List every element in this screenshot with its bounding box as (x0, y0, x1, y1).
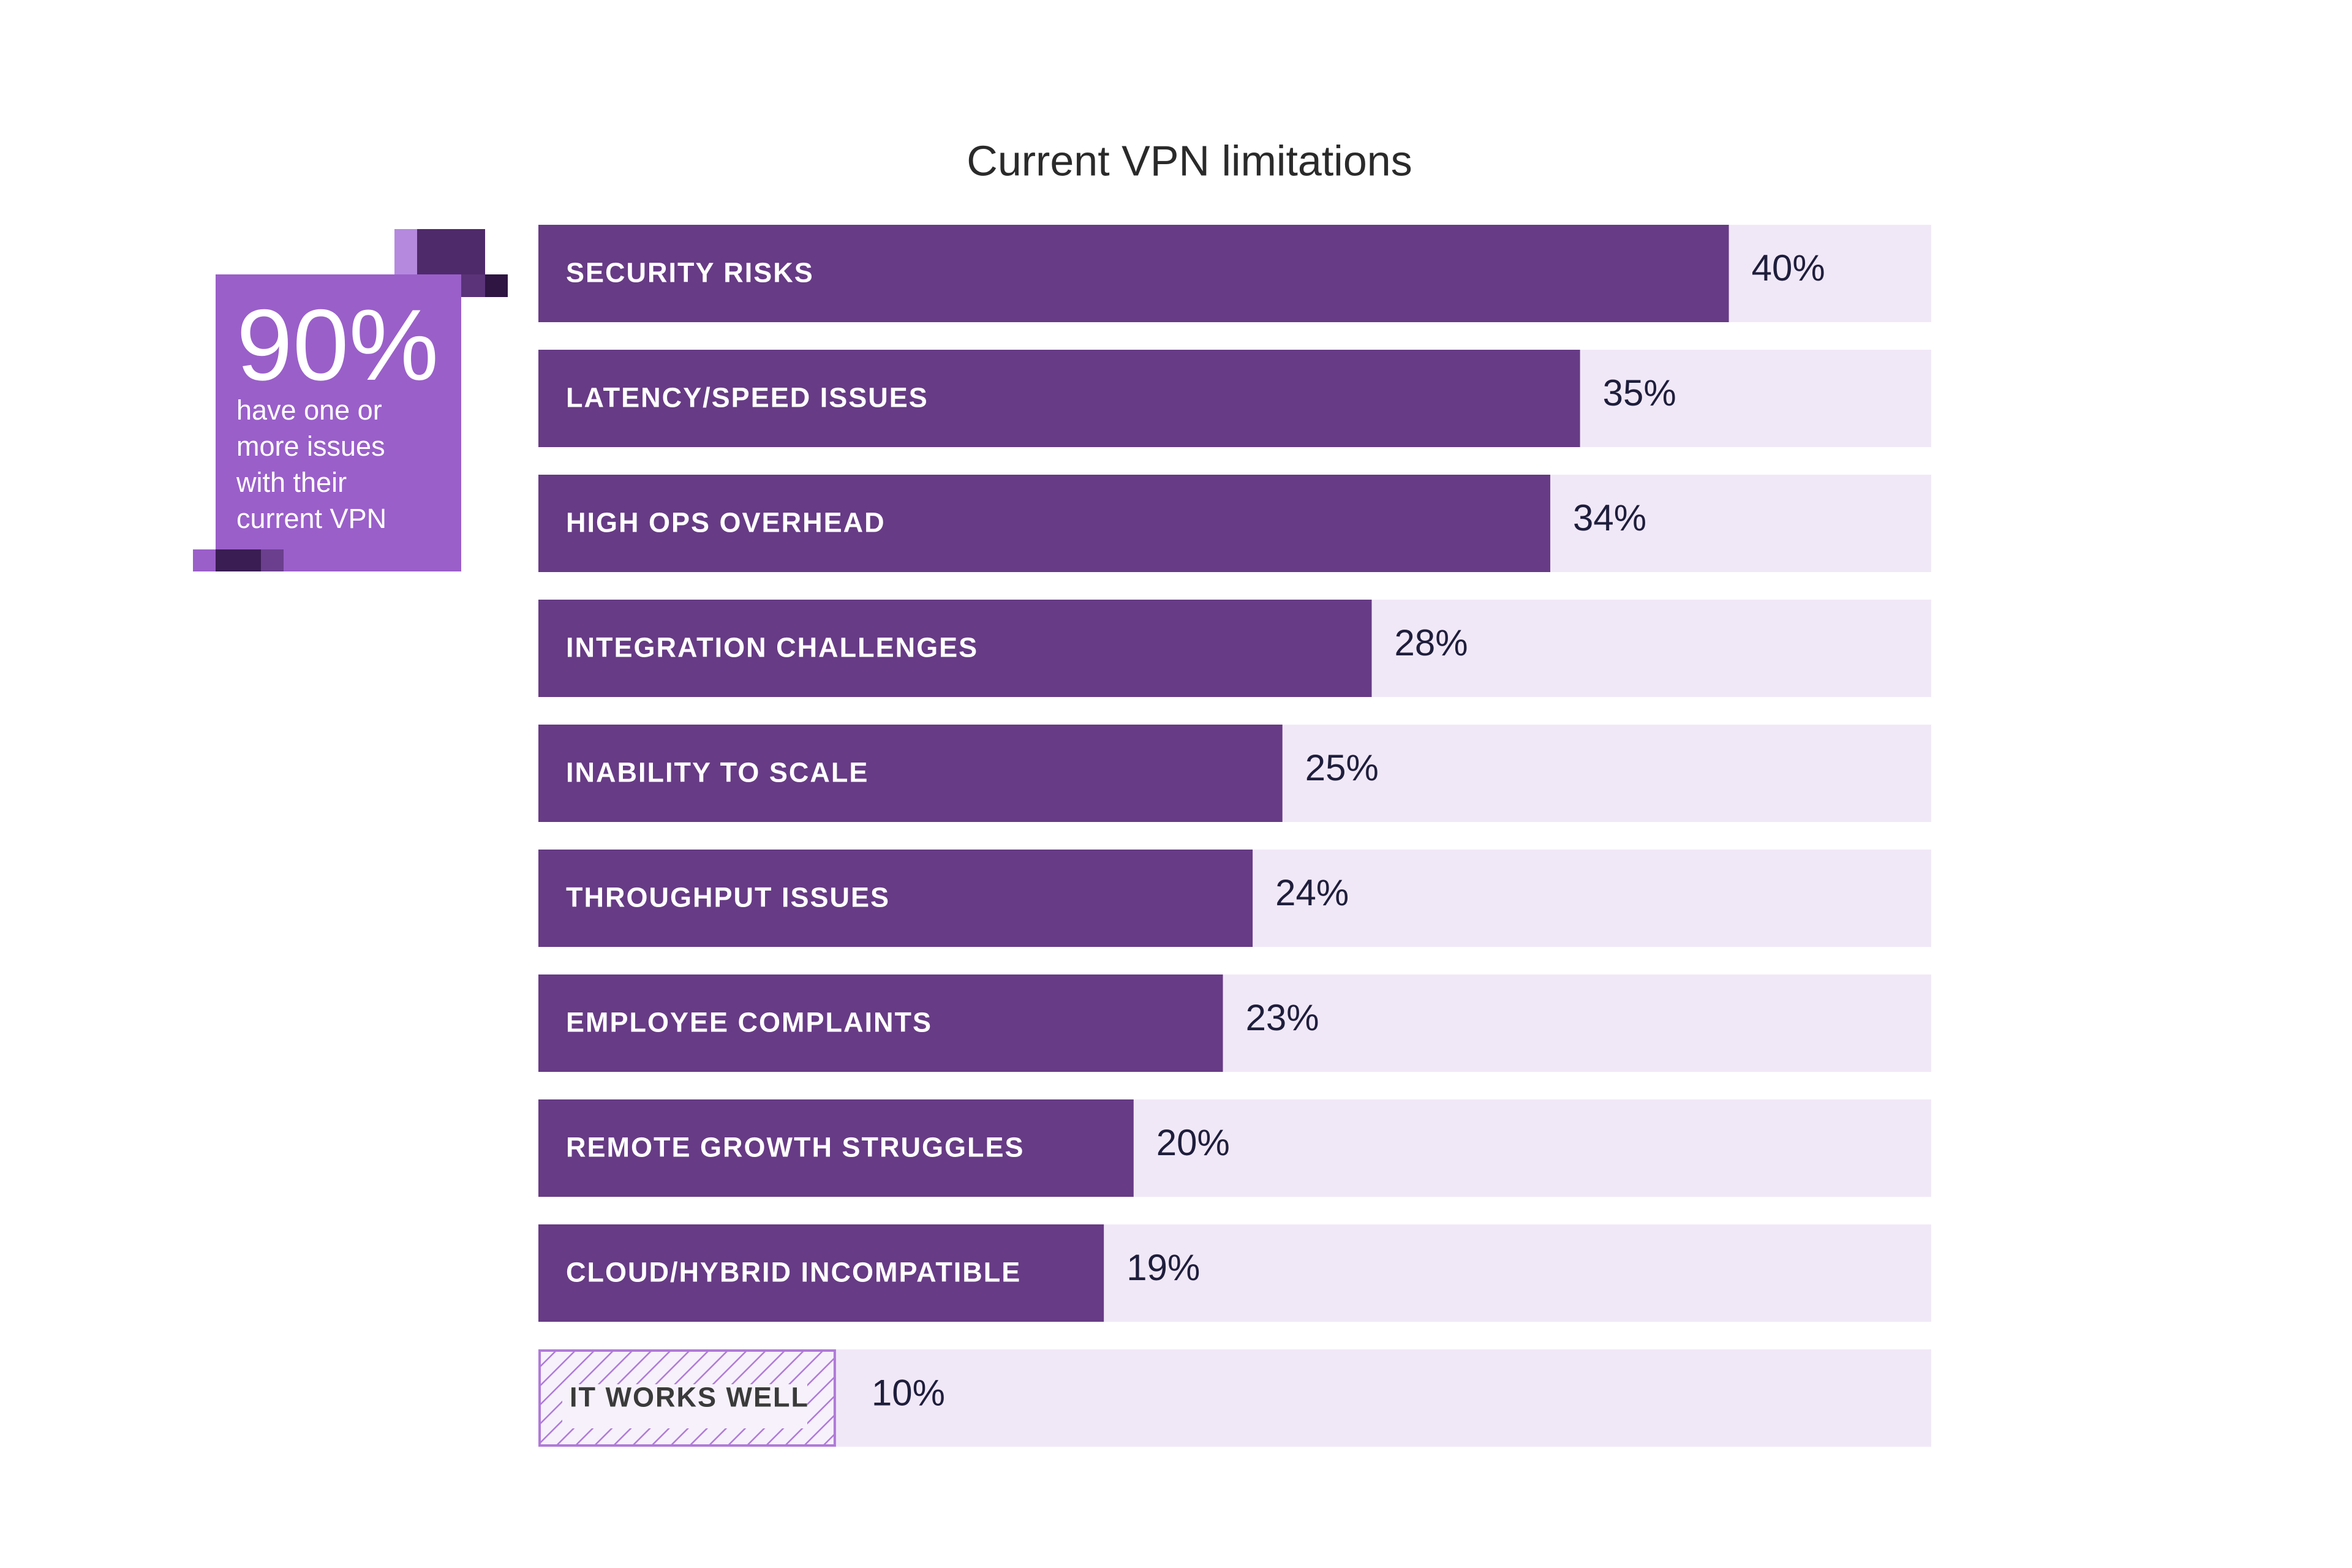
value-label: 24% (1275, 872, 1349, 913)
value-label: 35% (1603, 372, 1676, 413)
bar (538, 850, 1253, 947)
value-label: 10% (872, 1372, 945, 1413)
category-label: CLOUD/HYBRID INCOMPATIBLE (566, 1256, 1021, 1287)
chart-title: Current VPN limitations (967, 137, 1412, 184)
value-label: 28% (1395, 622, 1468, 663)
callout-text: have one or more issues with their curre… (236, 394, 387, 534)
value-label: 23% (1246, 997, 1319, 1038)
callout-headline: 90% (236, 288, 439, 401)
label-backdrop (562, 1384, 807, 1428)
value-label: 20% (1156, 1122, 1230, 1163)
category-label: INTEGRATION CHALLENGES (566, 631, 978, 663)
category-label: REMOTE GROWTH STRUGGLES (566, 1131, 1025, 1163)
bar (538, 1224, 1104, 1322)
bar (538, 225, 1729, 322)
category-label: HIGH OPS OVERHEAD (566, 507, 886, 538)
category-label: EMPLOYEE COMPLAINTS (566, 1006, 932, 1038)
callout: 90% (193, 229, 508, 571)
callout-decoration (216, 549, 261, 571)
value-label: 25% (1305, 747, 1379, 788)
bar (538, 600, 1372, 697)
callout-decoration (261, 549, 284, 571)
value-label: 40% (1752, 247, 1825, 288)
bar (538, 974, 1223, 1072)
category-label: IT WORKS WELL (570, 1381, 809, 1412)
callout-decoration (417, 229, 485, 274)
category-label: SECURITY RISKS (566, 257, 814, 288)
bar (538, 475, 1551, 572)
category-label: INABILITY TO SCALE (566, 756, 869, 788)
callout-box (216, 274, 461, 571)
bar (538, 350, 1580, 447)
value-label: 34% (1573, 497, 1646, 538)
bar (538, 725, 1283, 822)
category-label: THROUGHPUT ISSUES (566, 881, 890, 913)
bar (538, 1099, 1134, 1197)
value-label: 19% (1126, 1247, 1200, 1288)
callout-decoration (485, 274, 508, 297)
category-label: LATENCY/SPEED ISSUES (566, 382, 929, 413)
